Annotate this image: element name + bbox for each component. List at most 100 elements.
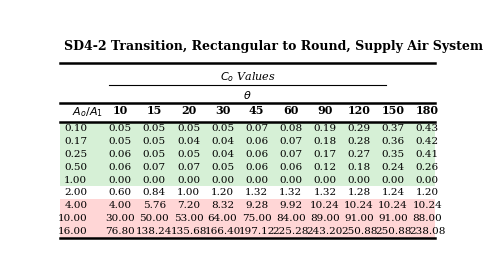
Text: 0.84: 0.84: [143, 188, 166, 197]
Text: 0.05: 0.05: [109, 137, 132, 146]
Text: $\theta$: $\theta$: [243, 89, 252, 100]
Text: 4.00: 4.00: [64, 201, 87, 210]
Text: 10.24: 10.24: [344, 201, 374, 210]
Text: 0.36: 0.36: [382, 137, 405, 146]
Text: 1.32: 1.32: [313, 188, 337, 197]
Text: 0.43: 0.43: [416, 124, 439, 133]
Text: 1.24: 1.24: [382, 188, 405, 197]
Text: 4.00: 4.00: [109, 201, 132, 210]
Text: 88.00: 88.00: [412, 214, 442, 223]
Text: 180: 180: [416, 105, 439, 116]
Text: $A_o/A_1$: $A_o/A_1$: [72, 105, 103, 119]
Text: 0.05: 0.05: [143, 137, 166, 146]
Text: 0.04: 0.04: [211, 150, 234, 159]
Text: 1.00: 1.00: [177, 188, 200, 197]
FancyBboxPatch shape: [60, 212, 435, 225]
Text: 64.00: 64.00: [208, 214, 238, 223]
Text: 0.00: 0.00: [347, 176, 370, 184]
FancyBboxPatch shape: [60, 122, 435, 135]
Text: 0.08: 0.08: [279, 124, 302, 133]
Text: 0.00: 0.00: [177, 176, 200, 184]
Text: 0.07: 0.07: [143, 163, 166, 171]
Text: 0.05: 0.05: [211, 124, 234, 133]
Text: 76.80: 76.80: [105, 227, 135, 236]
Text: 0.06: 0.06: [245, 137, 268, 146]
Text: 10.24: 10.24: [412, 201, 442, 210]
Text: 20: 20: [181, 105, 196, 116]
Text: 238.08: 238.08: [409, 227, 445, 236]
Text: 91.00: 91.00: [378, 214, 408, 223]
Text: 197.12: 197.12: [239, 227, 275, 236]
Text: 0.60: 0.60: [109, 188, 132, 197]
Text: 243.20: 243.20: [307, 227, 343, 236]
Text: 120: 120: [348, 105, 370, 116]
Text: 89.00: 89.00: [310, 214, 340, 223]
Text: 10.00: 10.00: [57, 214, 87, 223]
Text: 135.68: 135.68: [170, 227, 207, 236]
Text: 1.20: 1.20: [211, 188, 234, 197]
Text: 1.00: 1.00: [64, 176, 87, 184]
Text: 138.24: 138.24: [136, 227, 172, 236]
Text: 0.00: 0.00: [416, 176, 439, 184]
Text: 1.32: 1.32: [245, 188, 268, 197]
Text: 0.07: 0.07: [245, 124, 268, 133]
Text: 0.17: 0.17: [313, 150, 337, 159]
Text: 50.00: 50.00: [140, 214, 169, 223]
FancyBboxPatch shape: [60, 135, 435, 148]
Text: 84.00: 84.00: [276, 214, 306, 223]
Text: 0.05: 0.05: [177, 150, 200, 159]
FancyBboxPatch shape: [60, 161, 435, 174]
Text: 0.10: 0.10: [64, 124, 87, 133]
FancyBboxPatch shape: [60, 225, 435, 238]
Text: 0.06: 0.06: [245, 163, 268, 171]
FancyBboxPatch shape: [60, 148, 435, 161]
Text: 0.06: 0.06: [245, 150, 268, 159]
Text: 0.06: 0.06: [109, 163, 132, 171]
Text: 0.04: 0.04: [211, 137, 234, 146]
Text: 8.32: 8.32: [211, 201, 234, 210]
Text: 0.12: 0.12: [313, 163, 337, 171]
Text: 9.92: 9.92: [279, 201, 302, 210]
Text: 166.40: 166.40: [204, 227, 241, 236]
Text: 0.07: 0.07: [279, 150, 302, 159]
Text: 250.88: 250.88: [375, 227, 412, 236]
Text: 90: 90: [317, 105, 333, 116]
Text: 0.18: 0.18: [313, 137, 337, 146]
Text: 0.29: 0.29: [347, 124, 370, 133]
Text: 10.24: 10.24: [378, 201, 408, 210]
Text: 0.06: 0.06: [279, 163, 302, 171]
Text: $C_o$ Values: $C_o$ Values: [220, 70, 275, 84]
Text: 0.05: 0.05: [177, 124, 200, 133]
Text: 0.05: 0.05: [143, 150, 166, 159]
Text: 60: 60: [283, 105, 298, 116]
Text: 2.00: 2.00: [64, 188, 87, 197]
Text: 0.35: 0.35: [382, 150, 405, 159]
Text: 0.27: 0.27: [347, 150, 370, 159]
Text: 16.00: 16.00: [57, 227, 87, 236]
Text: 0.17: 0.17: [64, 137, 87, 146]
Text: 0.07: 0.07: [279, 137, 302, 146]
Text: 9.28: 9.28: [245, 201, 268, 210]
Text: 0.04: 0.04: [177, 137, 200, 146]
Text: 0.28: 0.28: [347, 137, 370, 146]
Text: 0.26: 0.26: [416, 163, 439, 171]
Text: 10.24: 10.24: [310, 201, 340, 210]
Text: 0.19: 0.19: [313, 124, 337, 133]
Text: 0.05: 0.05: [143, 124, 166, 133]
Text: 0.00: 0.00: [143, 176, 166, 184]
Text: 225.28: 225.28: [272, 227, 309, 236]
Text: 150: 150: [382, 105, 405, 116]
Text: 1.28: 1.28: [347, 188, 370, 197]
Text: 5.76: 5.76: [143, 201, 166, 210]
Text: 0.50: 0.50: [64, 163, 87, 171]
Text: 30.00: 30.00: [105, 214, 135, 223]
Text: 0.07: 0.07: [177, 163, 200, 171]
Text: 0.37: 0.37: [382, 124, 405, 133]
Text: 0.18: 0.18: [347, 163, 370, 171]
Text: 0.42: 0.42: [416, 137, 439, 146]
Text: 0.41: 0.41: [416, 150, 439, 159]
FancyBboxPatch shape: [60, 200, 435, 212]
Text: 0.06: 0.06: [109, 150, 132, 159]
Text: 0.00: 0.00: [279, 176, 302, 184]
Text: 30: 30: [215, 105, 230, 116]
